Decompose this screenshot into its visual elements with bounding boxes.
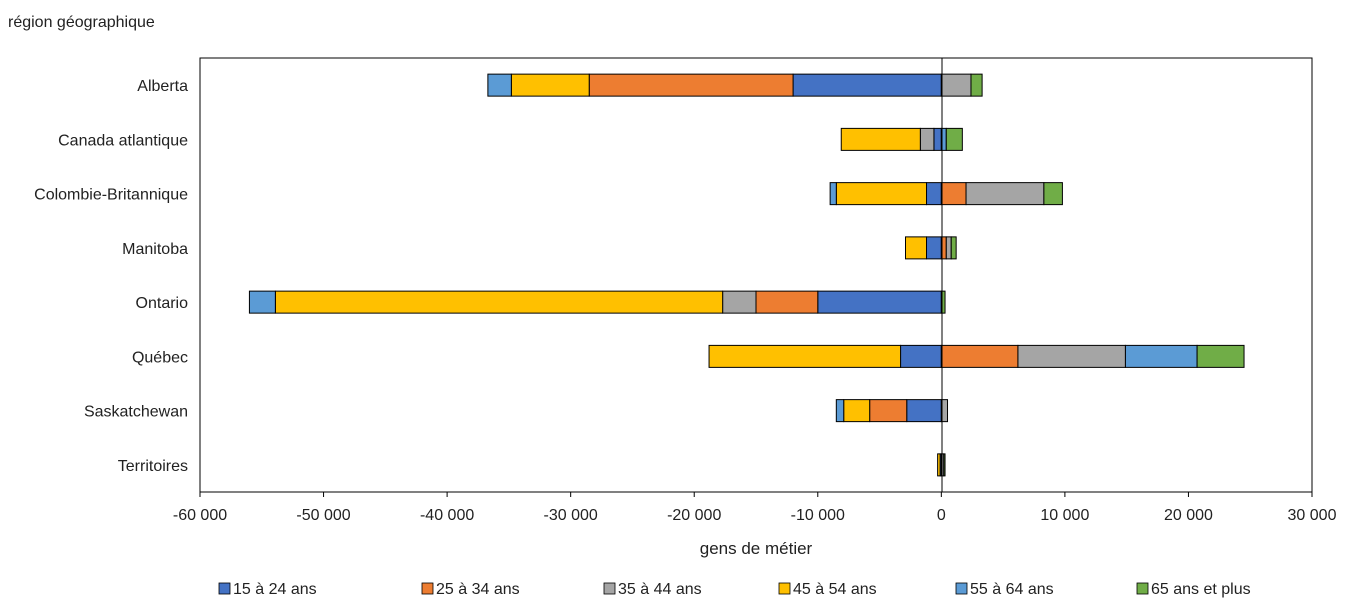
bar-segment bbox=[940, 73, 972, 97]
x-tick-label: -50 000 bbox=[296, 507, 350, 524]
bar-segment bbox=[510, 73, 590, 97]
bar-segment bbox=[940, 399, 949, 423]
bar-segment bbox=[840, 127, 921, 151]
category-label: Canada atlantique bbox=[58, 132, 188, 149]
bar-segment bbox=[950, 236, 957, 260]
y-axis-title: région géographique bbox=[8, 14, 155, 31]
bar-segment bbox=[843, 399, 871, 423]
x-tick-label: -40 000 bbox=[420, 507, 474, 524]
category-label: Ontario bbox=[136, 295, 189, 312]
legend-swatch bbox=[778, 582, 791, 595]
x-axis-ticks: -60 000 -50 000 -40 000 -30 000 -20 000 -10 0… bbox=[173, 492, 1337, 524]
bar-segment bbox=[937, 453, 941, 477]
legend-label: 25 à 34 ans bbox=[436, 581, 520, 598]
bar-segment bbox=[926, 236, 942, 260]
legend-swatch bbox=[603, 582, 616, 595]
bar-segment bbox=[900, 344, 942, 368]
bar-segment bbox=[906, 399, 942, 423]
bar-segment bbox=[933, 127, 942, 151]
bar-segment bbox=[817, 290, 942, 314]
bar-segment bbox=[1017, 344, 1126, 368]
bar-segment bbox=[940, 344, 1019, 368]
bar-segment bbox=[905, 236, 927, 260]
legend-label: 55 à 64 ans bbox=[970, 581, 1054, 598]
bar-segment bbox=[248, 290, 276, 314]
bar-segment bbox=[940, 182, 967, 206]
legend-swatch bbox=[218, 582, 231, 595]
bar-segment bbox=[835, 182, 928, 206]
x-tick-label: 0 bbox=[937, 507, 946, 524]
legend-label: 65 ans et plus bbox=[1151, 581, 1251, 598]
bar-segment bbox=[487, 73, 512, 97]
bar-segment bbox=[274, 290, 724, 314]
bar-segment bbox=[722, 290, 757, 314]
x-axis-title: gens de métier bbox=[700, 539, 813, 558]
bar-segment bbox=[926, 182, 942, 206]
bar-segment bbox=[708, 344, 902, 368]
plot-area bbox=[199, 57, 1313, 493]
category-label: Saskatchewan bbox=[84, 404, 188, 421]
x-tick-label: 10 000 bbox=[1040, 507, 1089, 524]
bar-segment bbox=[945, 127, 963, 151]
bar-segment bbox=[792, 73, 942, 97]
legend: 15 à 24 ans 25 à 34 ans 35 à 44 ans 45 à 54… bbox=[218, 581, 1251, 598]
bar-segment bbox=[1124, 344, 1198, 368]
bar-segment bbox=[970, 73, 983, 97]
category-label: Alberta bbox=[137, 78, 188, 95]
category-label: Colombie-Britannique bbox=[34, 187, 188, 204]
bar-segment bbox=[1196, 344, 1245, 368]
x-tick-label: -60 000 bbox=[173, 507, 227, 524]
bar-segment bbox=[588, 73, 794, 97]
legend-swatch bbox=[1136, 582, 1149, 595]
category-label: Québec bbox=[132, 349, 188, 366]
bar-segment bbox=[755, 290, 819, 314]
bars bbox=[248, 73, 1245, 477]
bar-segment bbox=[919, 127, 935, 151]
legend-swatch bbox=[421, 582, 434, 595]
category-label: Territoires bbox=[118, 458, 188, 475]
legend-label: 45 à 54 ans bbox=[793, 581, 877, 598]
x-tick-label: 30 000 bbox=[1288, 507, 1337, 524]
bar-segment bbox=[940, 290, 946, 314]
bar-segment bbox=[1043, 182, 1063, 206]
x-tick-label: -30 000 bbox=[544, 507, 598, 524]
bar-segment bbox=[869, 399, 908, 423]
category-label: Manitoba bbox=[122, 241, 188, 258]
bar-segment bbox=[965, 182, 1045, 206]
bar-segment bbox=[835, 399, 845, 423]
legend-swatch bbox=[955, 582, 968, 595]
category-labels: Alberta Canada atlantique Colombie-Britann… bbox=[34, 78, 188, 475]
bar-segment bbox=[945, 236, 952, 260]
x-tick-label: -20 000 bbox=[667, 507, 721, 524]
legend-label: 35 à 44 ans bbox=[618, 581, 702, 598]
bar-segment bbox=[829, 182, 837, 206]
bar-segment bbox=[943, 453, 946, 477]
legend-label: 15 à 24 ans bbox=[233, 581, 317, 598]
x-tick-label: -10 000 bbox=[791, 507, 845, 524]
x-tick-label: 20 000 bbox=[1164, 507, 1213, 524]
